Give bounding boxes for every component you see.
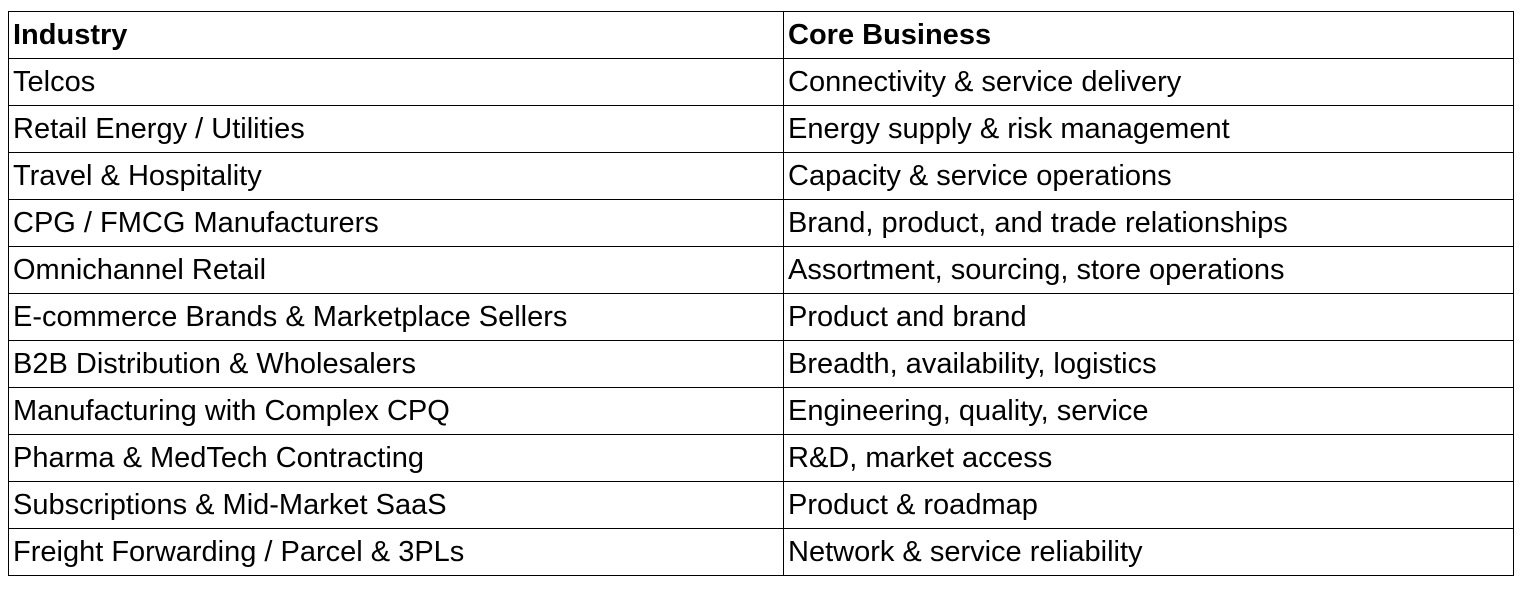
core-business-cell: Product and brand [783,293,1514,341]
core-business-cell: R&D, market access [783,434,1514,482]
header-cell: Core Business [783,11,1514,59]
table-row: Subscriptions & Mid-Market SaaS Product &… [8,481,1514,529]
industry-cell: B2B Distribution & Wholesalers [8,340,784,388]
industry-cell: Retail Energy / Utilities [8,105,784,153]
table-row: Manufacturing with Complex CPQ Engineerin… [8,387,1514,435]
core-business-cell: Network & service reliability [783,528,1514,576]
industry-cell: Freight Forwarding / Parcel & 3PLs [8,528,784,576]
industry-cell: Subscriptions & Mid-Market SaaS [8,481,784,529]
industry-cell: Pharma & MedTech Contracting [8,434,784,482]
industry-cell: E-commerce Brands & Marketplace Sellers [8,293,784,341]
table-row: Travel & Hospitality Capacity & service o… [8,152,1514,200]
table-row: Retail Energy / Utilities Energy supply &… [8,105,1514,153]
industry-cell: Telcos [8,58,784,106]
industry-cell: Manufacturing with Complex CPQ [8,387,784,435]
core-business-cell: Breadth, availability, logistics [783,340,1514,388]
industry-table: Industry Core Business Telcos Connectivit… [8,11,1514,576]
table-row: B2B Distribution & Wholesalers Breadth, a… [8,340,1514,388]
core-business-cell: Assortment, sourcing, store operations [783,246,1514,294]
core-business-cell: Capacity & service operations [783,152,1514,200]
core-business-cell: Brand, product, and trade relationships [783,199,1514,247]
header-row: Industry Core Business [8,11,1514,59]
core-business-cell: Engineering, quality, service [783,387,1514,435]
table-row: Pharma & MedTech Contracting R&D, market … [8,434,1514,482]
table-row: Telcos Connectivity & service delivery [8,58,1514,106]
core-business-cell: Energy supply & risk management [783,105,1514,153]
table-row: E-commerce Brands & Marketplace Sellers P… [8,293,1514,341]
table-row: Freight Forwarding / Parcel & 3PLs Networ… [8,528,1514,576]
industry-cell: CPG / FMCG Manufacturers [8,199,784,247]
core-business-cell: Product & roadmap [783,481,1514,529]
table-row: Omnichannel Retail Assortment, sourcing, … [8,246,1514,294]
core-business-cell: Connectivity & service delivery [783,58,1514,106]
table-row: CPG / FMCG Manufacturers Brand, product, … [8,199,1514,247]
table-body: Telcos Connectivity & service delivery Ret… [8,58,1514,576]
header-cell: Industry [8,11,784,59]
industry-cell: Omnichannel Retail [8,246,784,294]
industry-cell: Travel & Hospitality [8,152,784,200]
